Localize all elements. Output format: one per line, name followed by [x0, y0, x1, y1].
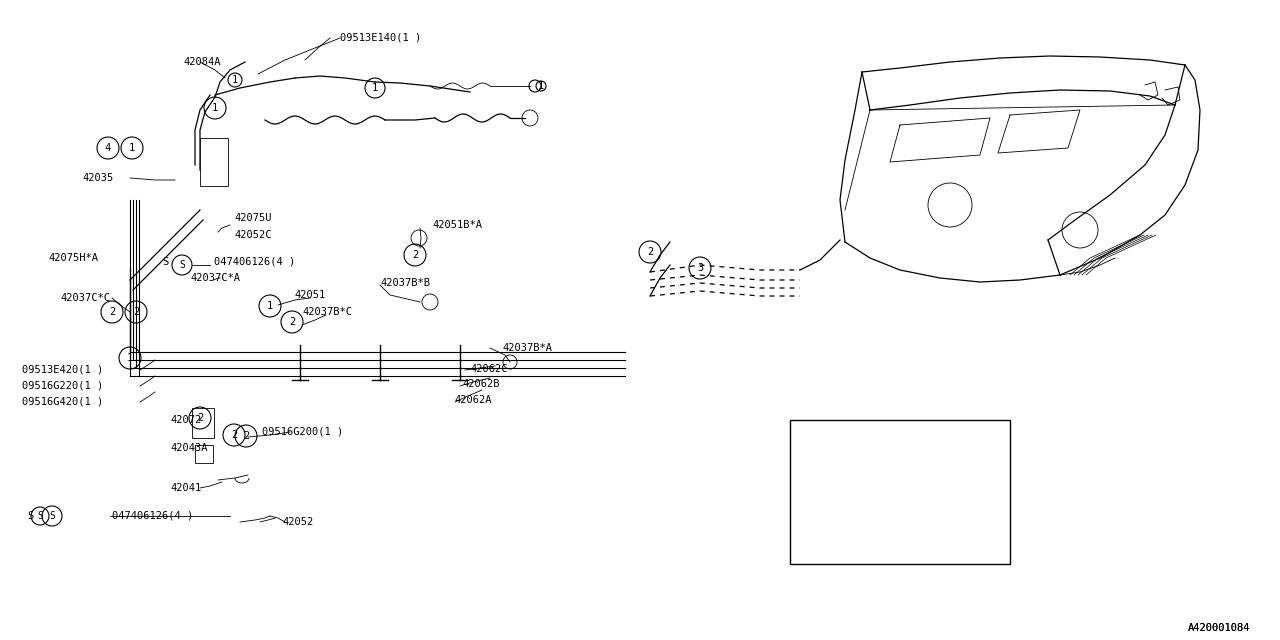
Text: 42051B*A: 42051B*A — [433, 220, 483, 230]
Text: 42043A: 42043A — [170, 443, 207, 453]
Text: S: S — [27, 511, 33, 521]
Text: 2: 2 — [230, 430, 237, 440]
Text: A420001084: A420001084 — [1188, 623, 1251, 633]
Text: 09516G220(1 ): 09516G220(1 ) — [22, 381, 104, 391]
Bar — [192, 408, 214, 438]
Text: 2: 2 — [412, 250, 419, 260]
Text: 42052: 42052 — [282, 517, 314, 527]
Text: 42062B: 42062B — [462, 379, 499, 389]
Text: 09513E420(1 ): 09513E420(1 ) — [22, 365, 104, 375]
Text: 1: 1 — [127, 353, 133, 363]
Text: 42062A: 42062A — [454, 395, 492, 405]
Text: 1: 1 — [232, 75, 238, 85]
Text: 2: 2 — [646, 247, 653, 257]
Text: 09516G200(1 ): 09516G200(1 ) — [262, 427, 343, 437]
Text: S: S — [179, 260, 184, 270]
Text: 3: 3 — [809, 505, 815, 515]
Text: 4: 4 — [809, 541, 815, 551]
Text: 1: 1 — [266, 301, 273, 311]
Text: 42084A: 42084A — [183, 57, 220, 67]
Bar — [790, 420, 1010, 564]
Text: S: S — [49, 511, 55, 521]
Text: W18601: W18601 — [844, 505, 884, 515]
Text: 42035: 42035 — [82, 173, 113, 183]
Text: 1: 1 — [372, 83, 378, 93]
Text: 2: 2 — [133, 307, 140, 317]
Text: 2: 2 — [197, 413, 204, 423]
Text: 42037B*A: 42037B*A — [502, 343, 552, 353]
Text: 42037B*B: 42037B*B — [380, 278, 430, 288]
Text: 2: 2 — [109, 307, 115, 317]
Text: 047406126(4 ): 047406126(4 ) — [113, 511, 193, 521]
Text: 2: 2 — [243, 431, 250, 441]
Text: 42037C*A: 42037C*A — [189, 273, 241, 283]
Text: 1: 1 — [538, 81, 544, 91]
Text: 09513E140(1 ): 09513E140(1 ) — [340, 33, 421, 43]
Bar — [195, 445, 212, 463]
Text: 42037C*C: 42037C*C — [60, 293, 110, 303]
Text: 42062C: 42062C — [470, 364, 507, 374]
Text: 42052C: 42052C — [234, 230, 271, 240]
Text: 1: 1 — [129, 143, 136, 153]
Text: 092310504(6 ): 092310504(6 ) — [844, 433, 932, 443]
Text: 42037B*C: 42037B*C — [302, 307, 352, 317]
Text: A420001084: A420001084 — [1188, 623, 1251, 633]
Text: 42072: 42072 — [170, 415, 201, 425]
Text: 42075U: 42075U — [234, 213, 271, 223]
Text: S: S — [37, 511, 44, 521]
Text: 42041: 42041 — [170, 483, 201, 493]
Bar — [200, 138, 228, 186]
Text: 09516G420(1 ): 09516G420(1 ) — [22, 397, 104, 407]
Text: 2: 2 — [289, 317, 296, 327]
Text: 1: 1 — [809, 433, 815, 443]
Text: 1: 1 — [212, 103, 218, 113]
Text: 2: 2 — [809, 469, 815, 479]
Text: 047406126(4 ): 047406126(4 ) — [214, 257, 296, 267]
Text: 42051: 42051 — [294, 290, 325, 300]
Text: 42075H*B: 42075H*B — [844, 541, 899, 551]
Text: S: S — [161, 257, 168, 267]
Text: 3: 3 — [696, 263, 703, 273]
Text: 42075H*A: 42075H*A — [49, 253, 99, 263]
Text: 4: 4 — [105, 143, 111, 153]
Text: 42037C*B: 42037C*B — [844, 469, 899, 479]
